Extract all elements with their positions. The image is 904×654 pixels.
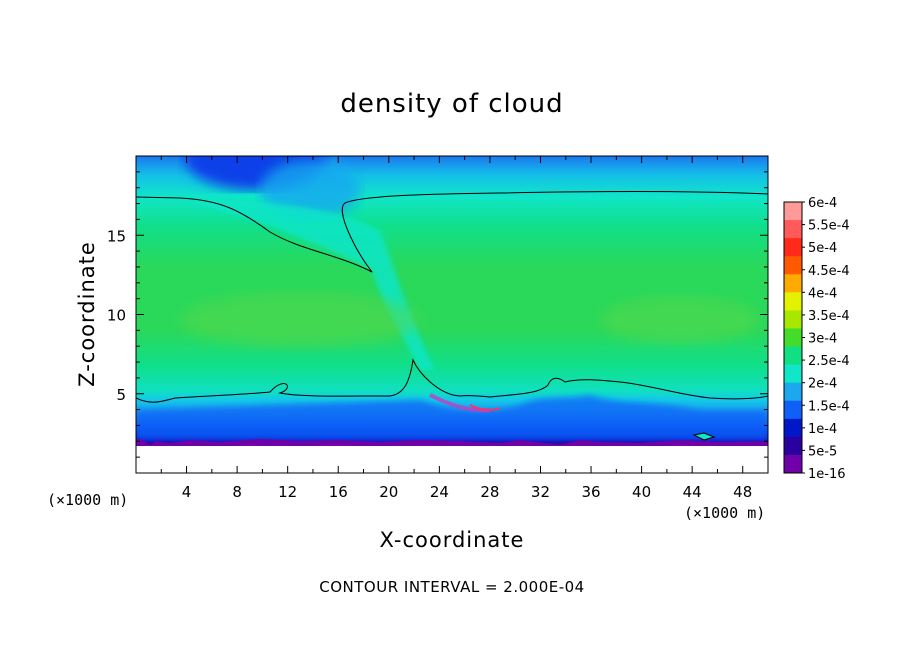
colorbar-label: 3e-4 [808,332,837,347]
colorbar-label: 1e-16 [808,467,846,482]
colorbar-swatch [784,238,802,257]
y-tick-label: 5 [116,386,126,404]
colorbar-swatch [784,346,802,366]
colorbar-label: 2.5e-4 [808,354,850,369]
colorbar-swatch [784,436,802,456]
chart-title: density of cloud [340,89,563,119]
colorbar-label: 1e-4 [808,422,837,437]
colorbar-swatch [784,400,802,420]
colorbar-label: 4.5e-4 [808,264,850,279]
x-tick-label: 48 [733,483,752,501]
colorbar-swatch [784,364,802,384]
x-tick-label: 12 [278,483,297,501]
colorbar-label: 5.5e-4 [808,219,850,234]
colorbar-label: 6e-4 [808,196,837,211]
x-tick-label: 44 [683,483,702,501]
colorbar-swatch [784,220,802,239]
x-unit-label-left: (×1000 m) [47,491,128,509]
x-tick-label: 36 [581,483,600,501]
x-tick-label: 16 [329,483,348,501]
y-tick-label: 15 [107,227,126,245]
x-tick-label: 20 [379,483,398,501]
colorbar-swatch [784,274,802,293]
contour-interval-label: CONTOUR INTERVAL = 2.000E-04 [319,578,584,596]
y-tick-label: 10 [107,307,126,325]
colorbar-swatch [784,202,802,221]
colorbar-swatch [784,418,802,438]
colorbar-swatch [784,310,802,329]
x-axis-title: X-coordinate [380,528,525,552]
colorbar-label: 3.5e-4 [808,309,850,324]
x-tick-label: 40 [632,483,651,501]
colorbar-label: 2e-4 [808,377,837,392]
colorbar-label: 5e-5 [808,444,837,459]
y-axis-ticks: 5 10 15 [107,171,768,458]
colorbar-label: 1.5e-4 [808,399,850,414]
colorbar: 6e-4 5.5e-4 5e-4 4.5e-4 4e-4 3.5e-4 3e-4 2.5e-4… [783,196,850,482]
x-tick-label: 24 [430,483,449,501]
colorbar-swatch [784,454,802,474]
field-image [136,156,768,473]
contour-lower [136,358,768,403]
x-axis-ticks: 4 8 12 16 20 24 28 32 36 40 44 48 [160,156,752,501]
x-tick-label: 4 [182,483,192,501]
colorbar-swatch [784,256,802,275]
x-tick-label: 8 [232,483,242,501]
colorbar-swatch [784,328,802,348]
colorbar-label: 5e-4 [808,241,837,256]
colorbar-swatch [784,382,802,402]
y-axis-title: Z-coordinate [75,241,99,387]
colorbar-label: 4e-4 [808,286,837,301]
colorbar-swatch [784,292,802,311]
x-tick-label: 32 [531,483,550,501]
x-tick-label: 28 [480,483,499,501]
x-unit-label-right: (×1000 m) [684,504,765,522]
contour-upper [136,191,768,273]
